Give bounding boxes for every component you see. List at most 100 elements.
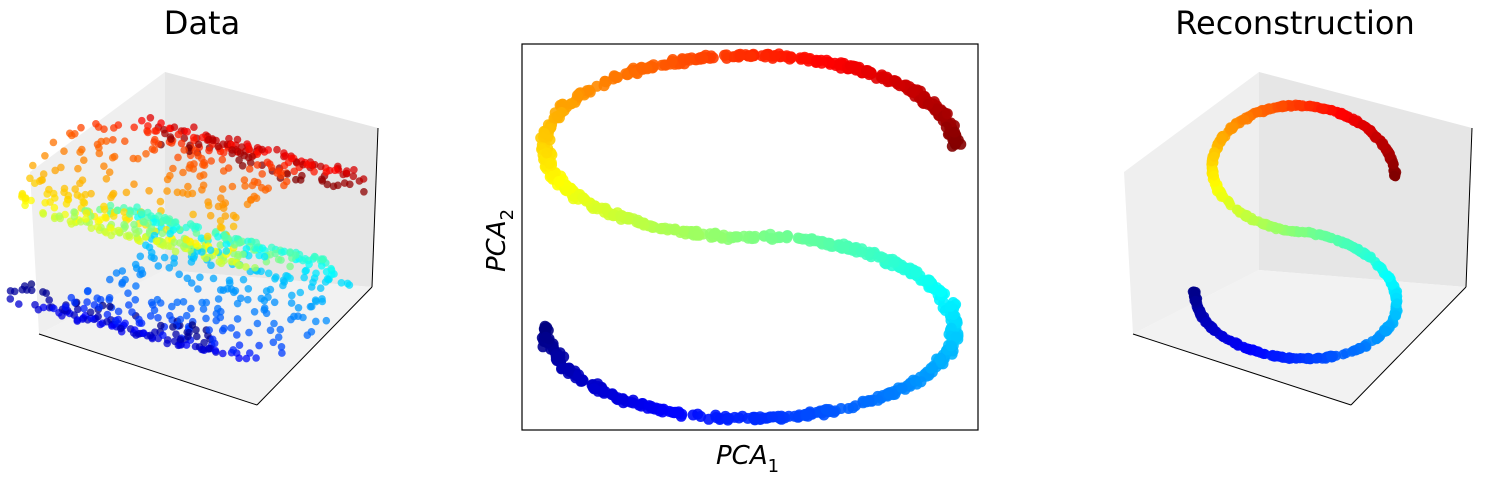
- data-point: [316, 284, 325, 293]
- data-point: [359, 175, 368, 183]
- data-point: [291, 251, 300, 259]
- data-point: [207, 261, 215, 270]
- pca-point: [666, 55, 678, 67]
- data-point: [182, 311, 191, 320]
- data-point: [300, 273, 309, 282]
- data-point: [42, 289, 50, 298]
- data-point: [154, 262, 163, 270]
- data-point: [171, 218, 179, 227]
- data-point: [102, 175, 111, 183]
- reconstruction-point: [1221, 334, 1232, 345]
- pca-point: [949, 126, 961, 138]
- data-point: [146, 312, 155, 320]
- pca-point: [571, 89, 583, 101]
- reconstruction-point: [1276, 101, 1287, 111]
- reconstruction-point: [1391, 298, 1402, 309]
- data-point: [74, 305, 82, 314]
- data-point: [136, 270, 144, 279]
- data-point: [184, 190, 192, 198]
- pca-points: [535, 48, 967, 426]
- data-point: [96, 295, 105, 304]
- pca-point: [541, 147, 553, 159]
- data-point: [225, 134, 233, 143]
- data-point: [205, 326, 213, 334]
- data-point: [153, 295, 162, 304]
- data-point: [103, 310, 112, 319]
- data-point: [20, 282, 29, 290]
- data-point: [152, 237, 161, 245]
- data-point: [233, 331, 241, 339]
- pca-point: [641, 63, 653, 75]
- data-point: [286, 274, 294, 283]
- data-point: [56, 214, 64, 223]
- data-point: [311, 296, 320, 305]
- data-point: [185, 328, 193, 337]
- pca-point: [786, 52, 798, 64]
- data-point: [169, 164, 177, 173]
- reconstruction-point: [1372, 333, 1383, 343]
- pca-point: [798, 53, 810, 64]
- data-point: [96, 320, 105, 329]
- pca-point: [935, 286, 947, 298]
- data-point: [214, 295, 223, 303]
- data-point: [258, 145, 266, 154]
- data-point: [255, 341, 263, 350]
- pca-point: [719, 49, 730, 61]
- data-point: [170, 254, 178, 262]
- data-point: [109, 136, 117, 144]
- data-point: [222, 240, 230, 248]
- data-point: [157, 119, 165, 127]
- data-point: [296, 176, 305, 184]
- data-point: [150, 146, 159, 154]
- data-point: [131, 296, 140, 304]
- data-point: [277, 256, 285, 264]
- data-point: [79, 198, 88, 206]
- data-point: [121, 275, 129, 284]
- data-point: [106, 275, 114, 284]
- data-point: [45, 185, 53, 194]
- data-point: [267, 163, 276, 172]
- data-panel-title: Data: [163, 4, 241, 42]
- data-point: [81, 215, 90, 223]
- data-point: [189, 210, 197, 219]
- reconstruction-point: [1388, 159, 1399, 170]
- pca-point: [673, 406, 685, 418]
- data-point: [199, 305, 208, 313]
- data-point: [242, 354, 251, 363]
- reconstruction-point: [1201, 317, 1212, 327]
- reconstruction-point: [1242, 210, 1253, 221]
- data-point: [198, 133, 207, 142]
- data-point: [236, 149, 245, 157]
- data-point: [132, 229, 140, 238]
- pca-point: [584, 86, 596, 98]
- data-point: [360, 188, 368, 196]
- data-point: [95, 303, 104, 312]
- pca-point: [844, 60, 856, 72]
- data-point: [208, 335, 217, 344]
- data-point: [322, 316, 331, 325]
- data-point: [169, 323, 177, 331]
- pca-point: [643, 400, 655, 412]
- data-point: [245, 328, 253, 337]
- pca-point: [950, 331, 962, 343]
- data-point: [163, 187, 171, 195]
- data-point: [294, 304, 303, 312]
- data-point: [329, 182, 338, 191]
- data-point: [132, 331, 140, 339]
- reconstruction-point: [1304, 353, 1315, 364]
- data-point: [233, 135, 242, 144]
- reconstruction-point: [1312, 353, 1323, 364]
- data-point: [187, 279, 196, 287]
- data-point: [233, 315, 242, 323]
- data-point: [219, 200, 227, 209]
- pca-point: [611, 72, 623, 84]
- data-point: [107, 224, 115, 232]
- pca-axes: PCA1 PCA2: [482, 43, 979, 477]
- data-point: [280, 181, 288, 190]
- data-point: [204, 345, 212, 353]
- data-point: [194, 223, 203, 231]
- data-point: [217, 194, 225, 202]
- data-point: [262, 287, 271, 295]
- data-point: [110, 152, 119, 161]
- data-point: [50, 203, 59, 212]
